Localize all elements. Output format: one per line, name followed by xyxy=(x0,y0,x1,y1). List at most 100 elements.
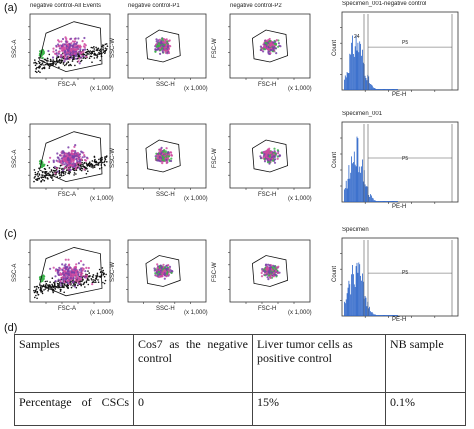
histogram-bar xyxy=(386,315,388,316)
histogram-bar xyxy=(383,89,385,90)
gated-dot xyxy=(63,60,66,63)
event-dot xyxy=(158,155,161,159)
event-dot xyxy=(274,273,277,277)
event-dot xyxy=(272,155,275,158)
event-dot xyxy=(85,280,88,283)
gated-dot xyxy=(71,159,74,162)
histogram-bar xyxy=(388,89,389,90)
gated-dot xyxy=(56,170,60,173)
event-dot xyxy=(38,167,40,170)
histogram-bar xyxy=(349,284,351,316)
histogram-bar xyxy=(350,294,352,316)
event-dot xyxy=(264,264,267,267)
event-dot xyxy=(92,164,94,167)
gated-dot xyxy=(64,270,67,273)
histogram-bar xyxy=(360,43,361,90)
histogram-bar xyxy=(365,297,367,316)
gated-dot xyxy=(68,161,71,164)
histogram-bar xyxy=(362,273,363,316)
histogram-bar xyxy=(371,197,373,202)
event-dot xyxy=(87,270,89,272)
event-dot xyxy=(62,284,64,287)
event-dot xyxy=(50,62,52,65)
event-dot xyxy=(157,39,160,42)
histogram-bar xyxy=(395,201,397,202)
x-axis-label: FSC-H xyxy=(258,82,277,88)
event-dot xyxy=(48,65,51,67)
gated-dot xyxy=(74,57,78,60)
event-dot xyxy=(39,61,41,64)
event-dot xyxy=(83,281,86,284)
event-dot xyxy=(65,63,67,66)
histogram-bar xyxy=(370,311,371,316)
gated-dot xyxy=(60,45,63,48)
histogram-bar xyxy=(387,201,388,202)
green-dot xyxy=(42,52,45,55)
histogram-bar xyxy=(347,178,349,202)
event-dot xyxy=(167,157,170,160)
gated-dot xyxy=(58,158,61,161)
event-dot xyxy=(44,176,47,179)
event-dot xyxy=(155,38,158,41)
gated-dot xyxy=(58,40,61,43)
event-dot xyxy=(95,281,97,283)
gated-dot xyxy=(78,50,81,53)
gated-dot xyxy=(75,272,78,275)
event-dot xyxy=(274,40,277,43)
event-dot xyxy=(46,57,49,60)
y-axis-label: SSC-A xyxy=(12,39,18,58)
event-dot xyxy=(268,162,271,165)
event-dot xyxy=(82,283,84,286)
dot-cloud xyxy=(154,146,173,165)
event-dot xyxy=(265,271,268,274)
event-dot xyxy=(88,57,91,59)
gate-label: P5 xyxy=(402,40,409,46)
histogram-bar xyxy=(377,201,379,202)
panel-title: negative control-P1 xyxy=(128,3,180,9)
event-dot xyxy=(33,291,36,294)
histogram-bar xyxy=(369,196,370,202)
event-dot xyxy=(95,46,97,49)
gated-dot xyxy=(75,53,78,56)
x-axis-label: FSC-A xyxy=(58,306,76,312)
gate-label: P5 xyxy=(402,270,409,276)
x-axis-label: FSC-A xyxy=(58,192,76,198)
event-dot xyxy=(54,288,57,290)
dot-cloud xyxy=(154,37,172,56)
cell-cos7-value: 0 xyxy=(133,391,253,427)
event-dot xyxy=(106,161,108,163)
event-dot xyxy=(77,52,79,54)
gated-dot xyxy=(47,160,51,164)
gated-dot xyxy=(79,48,82,51)
histogram-bar xyxy=(376,201,378,202)
event-dot xyxy=(163,266,166,269)
gated-dot xyxy=(76,151,79,155)
event-dot xyxy=(270,150,273,154)
event-dot xyxy=(264,39,267,42)
event-dot xyxy=(60,59,63,61)
histogram-bar xyxy=(384,201,386,202)
gated-dot xyxy=(79,160,82,163)
event-dot xyxy=(269,49,272,52)
event-dot xyxy=(88,162,90,165)
histogram-bar xyxy=(357,138,359,202)
histogram-bar xyxy=(382,201,384,202)
scatter-plot xyxy=(28,239,111,304)
histogram-bar xyxy=(396,89,397,90)
histogram-bar xyxy=(351,274,352,316)
event-dot xyxy=(269,158,272,161)
gated-dot xyxy=(63,163,66,166)
gated-dot xyxy=(85,266,88,269)
histogram-bar xyxy=(344,188,346,202)
histogram-bar xyxy=(348,73,350,90)
gated-dot xyxy=(60,284,63,287)
histogram-bar xyxy=(385,89,387,90)
histogram-bar xyxy=(362,49,363,90)
scatter-fsc-w-a: negative control-P2 FSC-H (x 1,000) FSC-… xyxy=(212,3,312,92)
event-dot xyxy=(48,53,51,56)
event-dot xyxy=(271,266,274,269)
gated-dot xyxy=(67,164,70,167)
gate-label: P5 xyxy=(402,156,409,162)
histogram-bar xyxy=(355,35,357,90)
